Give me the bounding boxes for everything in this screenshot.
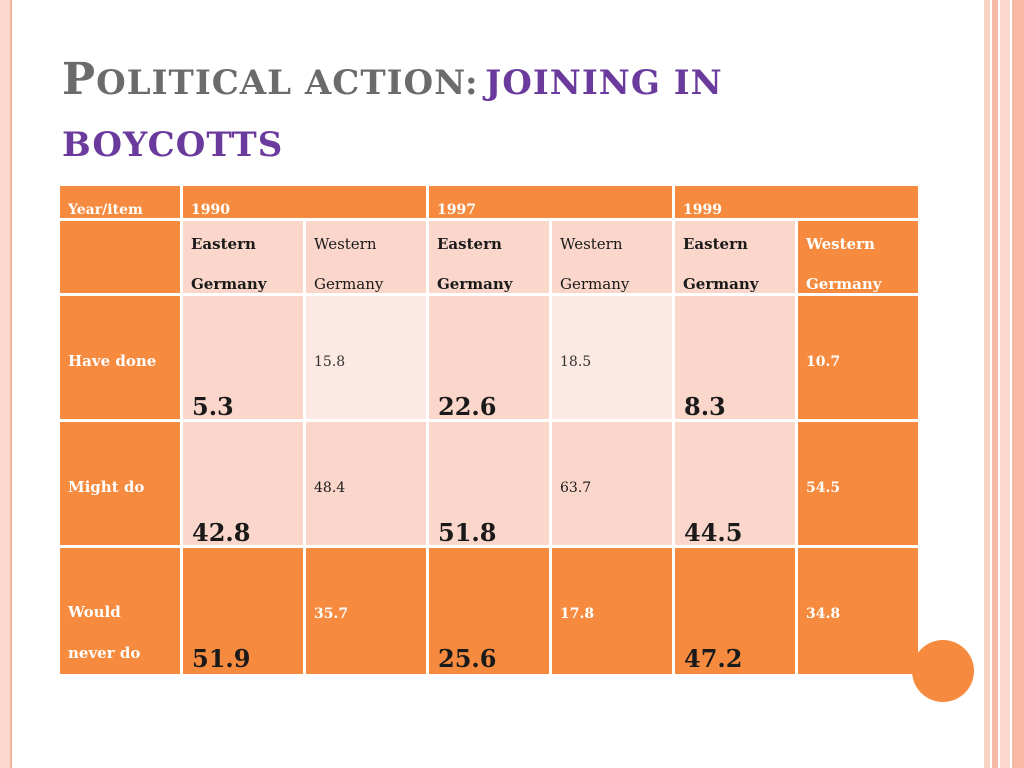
region-header-cell: Eastern Germany xyxy=(429,221,549,293)
value-cell: 22.6 xyxy=(429,296,549,421)
region-header-cell: Eastern Germany xyxy=(675,221,795,293)
value-cell: 8.3 xyxy=(675,296,795,421)
right-border-stripe xyxy=(1012,0,1024,768)
year-header-1990: 1990 xyxy=(183,186,426,218)
region-header-cell: Western Germany xyxy=(798,221,918,293)
region-header-cell: Western Germany xyxy=(552,221,672,293)
value-cell: 34.8 xyxy=(798,548,918,674)
row-label: Have done xyxy=(60,296,180,419)
right-border-stripe xyxy=(984,0,990,768)
year-header-1999: 1999 xyxy=(675,186,918,218)
value-cell: 35.7 xyxy=(306,548,426,674)
value-cell: 25.6 xyxy=(429,548,549,674)
value-cell: 42.8 xyxy=(183,422,303,547)
value-cell: 51.8 xyxy=(429,422,549,547)
title-highlight: JOINING IN xyxy=(485,63,723,103)
slide-title: POLITICAL ACTION: JOINING IN BOYCOTTS xyxy=(62,52,942,179)
table-row: Might do 42.8 48.4 51.8 63.7 44.5 54.5 xyxy=(60,422,918,547)
title-highlight-line2: BOYCOTTS xyxy=(62,125,284,165)
value-cell: 18.5 xyxy=(552,296,672,419)
value-cell: 63.7 xyxy=(552,422,672,545)
title-initial: P xyxy=(62,54,97,105)
right-border-stripe xyxy=(1000,0,1010,768)
region-header-row: Eastern Germany Western Germany Eastern Ger… xyxy=(60,221,918,293)
table-row: Have done 5.3 15.8 22.6 18.5 8.3 10.7 xyxy=(60,296,918,421)
value-cell: 54.5 xyxy=(798,422,918,545)
left-border-line xyxy=(10,0,12,768)
title-text: OLITICAL ACTION: xyxy=(96,63,479,103)
empty-header-cell xyxy=(60,221,180,293)
value-cell: 5.3 xyxy=(183,296,303,421)
value-cell: 44.5 xyxy=(675,422,795,547)
right-border-stripe xyxy=(992,0,998,768)
value-cell: 15.8 xyxy=(306,296,426,419)
table-row: Would never do 51.9 35.7 25.6 17.8 47.2 3… xyxy=(60,548,918,674)
value-cell: 51.9 xyxy=(183,548,303,674)
year-header-row: Year/item 1990 1997 1999 xyxy=(60,186,918,218)
value-cell: 17.8 xyxy=(552,548,672,674)
value-cell: 47.2 xyxy=(675,548,795,674)
corner-cell: Year/item xyxy=(60,186,180,218)
region-header-cell: Western Germany xyxy=(306,221,426,293)
left-border-stripe xyxy=(0,0,10,768)
region-header-cell: Eastern Germany xyxy=(183,221,303,293)
year-header-1997: 1997 xyxy=(429,186,672,218)
value-cell: 10.7 xyxy=(798,296,918,419)
row-label: Would never do xyxy=(60,548,180,674)
decorative-circle xyxy=(912,640,974,702)
row-label: Might do xyxy=(60,422,180,545)
boycott-data-table: Year/item 1990 1997 1999 Eastern Germany … xyxy=(57,183,921,677)
value-cell: 48.4 xyxy=(306,422,426,545)
